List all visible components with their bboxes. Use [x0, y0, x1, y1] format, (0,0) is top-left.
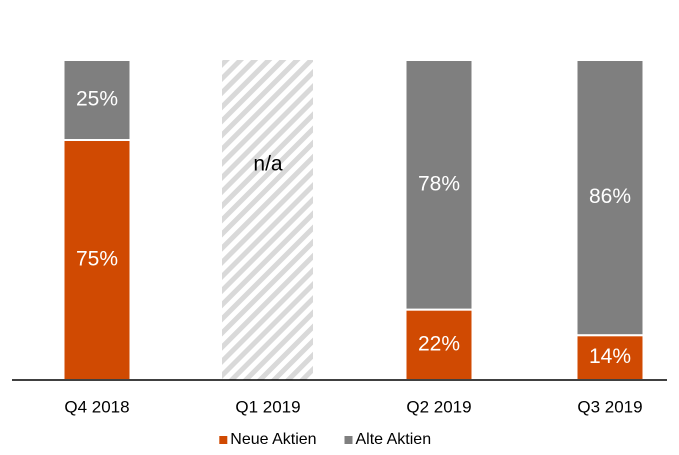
annotation: n/a: [253, 153, 283, 176]
data-label: 78%: [418, 172, 460, 195]
bar-segment: [62, 139, 132, 381]
data-label: 25%: [76, 88, 118, 111]
data-label: 22%: [418, 332, 460, 355]
bar-segment: [404, 59, 474, 311]
data-label: 75%: [76, 248, 118, 271]
x-tick-label: Q4 2018: [64, 397, 129, 416]
na-bar: [222, 60, 313, 380]
x-tick-label: Q3 2019: [577, 397, 642, 416]
legend-label: Alte Aktien: [356, 431, 432, 448]
legend-swatch: [344, 436, 353, 444]
data-label: 86%: [589, 185, 631, 208]
data-label: 14%: [589, 345, 631, 368]
bar-segment: [575, 59, 645, 337]
x-tick-label: Q1 2019: [235, 397, 300, 416]
bar-segment: [62, 59, 132, 141]
legend-label: Neue Aktien: [230, 431, 316, 448]
legend-swatch: [219, 436, 228, 444]
x-tick-label: Q2 2019: [406, 397, 471, 416]
